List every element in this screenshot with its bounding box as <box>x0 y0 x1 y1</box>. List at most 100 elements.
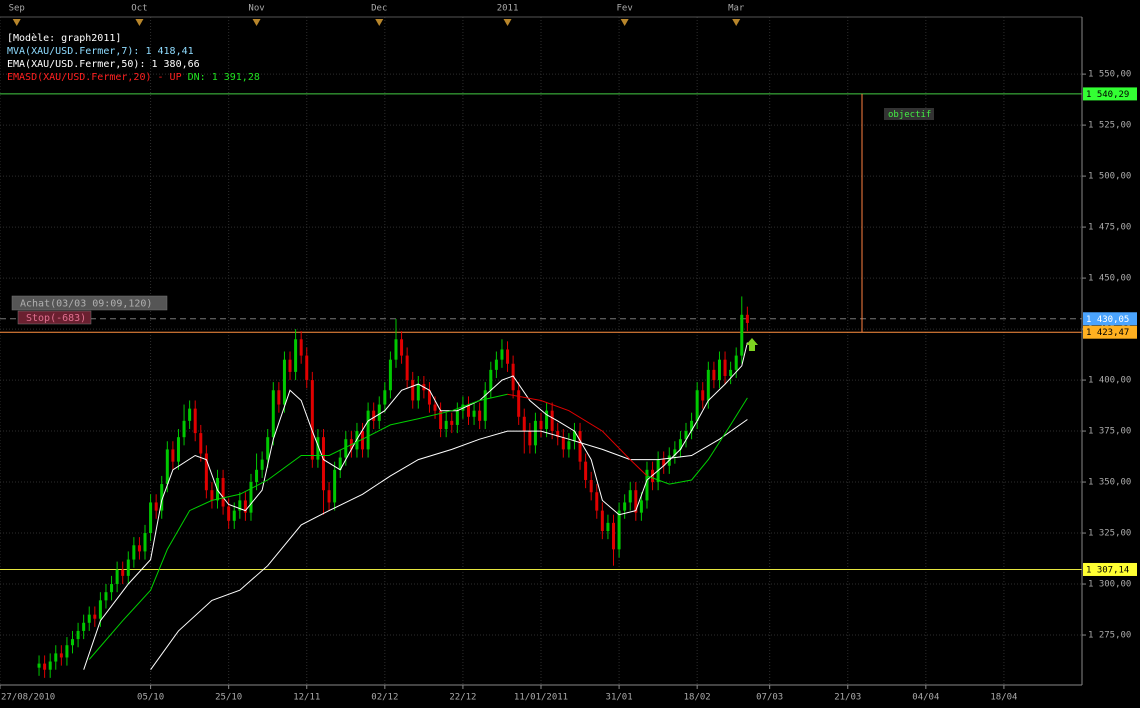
candle-body <box>433 404 437 411</box>
candle-body <box>333 469 337 503</box>
x-tick-label: 02/12 <box>371 693 398 703</box>
month-label: Nov <box>248 4 264 14</box>
candle-body <box>87 614 91 623</box>
candle-body <box>176 437 180 462</box>
candle-body <box>344 439 348 458</box>
order-box <box>11 295 168 311</box>
candle-body <box>450 420 454 425</box>
y-tick-label: 1 500,00 <box>1088 172 1131 182</box>
indicator-line <box>88 393 508 660</box>
candle-body <box>294 339 298 372</box>
candle-body <box>405 355 409 381</box>
y-tick-label: 1 450,00 <box>1088 274 1131 284</box>
candle-body <box>394 339 398 360</box>
candle-body <box>321 437 325 491</box>
candle-body <box>623 502 627 511</box>
price-tag <box>1083 312 1137 326</box>
plot <box>0 93 1082 678</box>
candle-body <box>132 545 136 560</box>
buy-signal-arrow <box>746 338 758 351</box>
candle-body <box>310 380 314 460</box>
candle-body <box>98 600 102 619</box>
candle-body <box>316 437 320 460</box>
month-label: 2011 <box>497 4 519 14</box>
candle-body <box>517 390 521 417</box>
candle-body <box>600 510 604 532</box>
candle-body <box>388 359 392 391</box>
overlay: [Modèle: graph2011] 1 550,00 1 525,00 1 50… <box>0 4 1137 703</box>
candle-body <box>37 663 41 668</box>
candle-body <box>561 437 565 450</box>
candle-body <box>483 390 487 421</box>
candle-body <box>165 449 169 485</box>
candle-body <box>255 469 259 483</box>
candle-body <box>634 490 638 513</box>
month-marker <box>135 19 144 26</box>
y-tick-label: 1 550,00 <box>1088 70 1131 80</box>
candle-body <box>745 314 749 323</box>
x-tick-label: 07/03 <box>756 693 783 703</box>
x-tick-label: 25/10 <box>215 693 242 703</box>
candle-body <box>662 459 666 466</box>
month-marker <box>732 19 741 26</box>
candle-body <box>478 410 482 421</box>
candle-body <box>327 490 331 503</box>
candle-body <box>137 545 141 552</box>
candle-body <box>377 404 381 421</box>
price-tag <box>1083 87 1137 101</box>
candle-body <box>584 461 588 481</box>
legend-entry: EMA(XAU/USD.Fermer,50): 1 380,66 <box>7 59 200 70</box>
candle-body <box>59 653 63 658</box>
candle-body <box>400 339 404 356</box>
candle-body <box>628 490 632 503</box>
candle-body <box>617 510 621 550</box>
candle-body <box>489 369 493 391</box>
candle-body <box>221 477 225 507</box>
candle-body <box>427 390 431 405</box>
candle-body <box>115 569 119 585</box>
candle-body <box>411 380 415 401</box>
y-tick-label: 1 525,00 <box>1088 121 1131 131</box>
candle-body <box>48 661 52 670</box>
candle-body <box>188 408 192 421</box>
candle-body <box>701 390 705 401</box>
x-tick-label: 12/11 <box>293 693 320 703</box>
candle-body <box>706 369 710 401</box>
order-box <box>17 310 92 325</box>
candle-body <box>366 410 370 450</box>
candle-body <box>612 522 616 550</box>
candle-body <box>684 431 688 440</box>
candle-body <box>511 363 515 391</box>
legend-entry-suffix: DN: 1 391,28 <box>188 72 260 83</box>
y-tick-label: 1 325,00 <box>1088 529 1131 539</box>
candle-body <box>82 622 86 631</box>
price-tag-label: 1 423,47 <box>1086 328 1129 338</box>
candle-body <box>271 390 275 438</box>
candle-body <box>210 490 214 501</box>
price-tag-label: 1 307,14 <box>1086 565 1129 575</box>
legend-entry: MVA(XAU/USD.Fermer,7): 1 418,41 <box>7 46 194 57</box>
candle-body <box>104 592 108 601</box>
month-marker <box>503 19 512 26</box>
candle-body <box>305 355 309 381</box>
candle-body <box>65 645 69 658</box>
candle-body <box>243 500 247 513</box>
candle-body <box>43 663 47 670</box>
candle-body <box>690 420 694 432</box>
candle-body <box>734 355 738 370</box>
candle-body <box>238 500 242 511</box>
x-tick-label: 04/04 <box>912 693 939 703</box>
y-tick-label: 1 350,00 <box>1088 478 1131 488</box>
candle-body <box>149 502 153 534</box>
candle-body <box>288 359 292 372</box>
indicator-line <box>150 419 748 670</box>
month-marker <box>12 19 21 26</box>
target-label: objectif <box>888 110 931 120</box>
candle-body <box>645 469 649 501</box>
candle-body <box>556 431 560 438</box>
candle-body <box>545 410 549 430</box>
candle-body <box>522 416 526 432</box>
month-label: Mar <box>728 4 745 14</box>
